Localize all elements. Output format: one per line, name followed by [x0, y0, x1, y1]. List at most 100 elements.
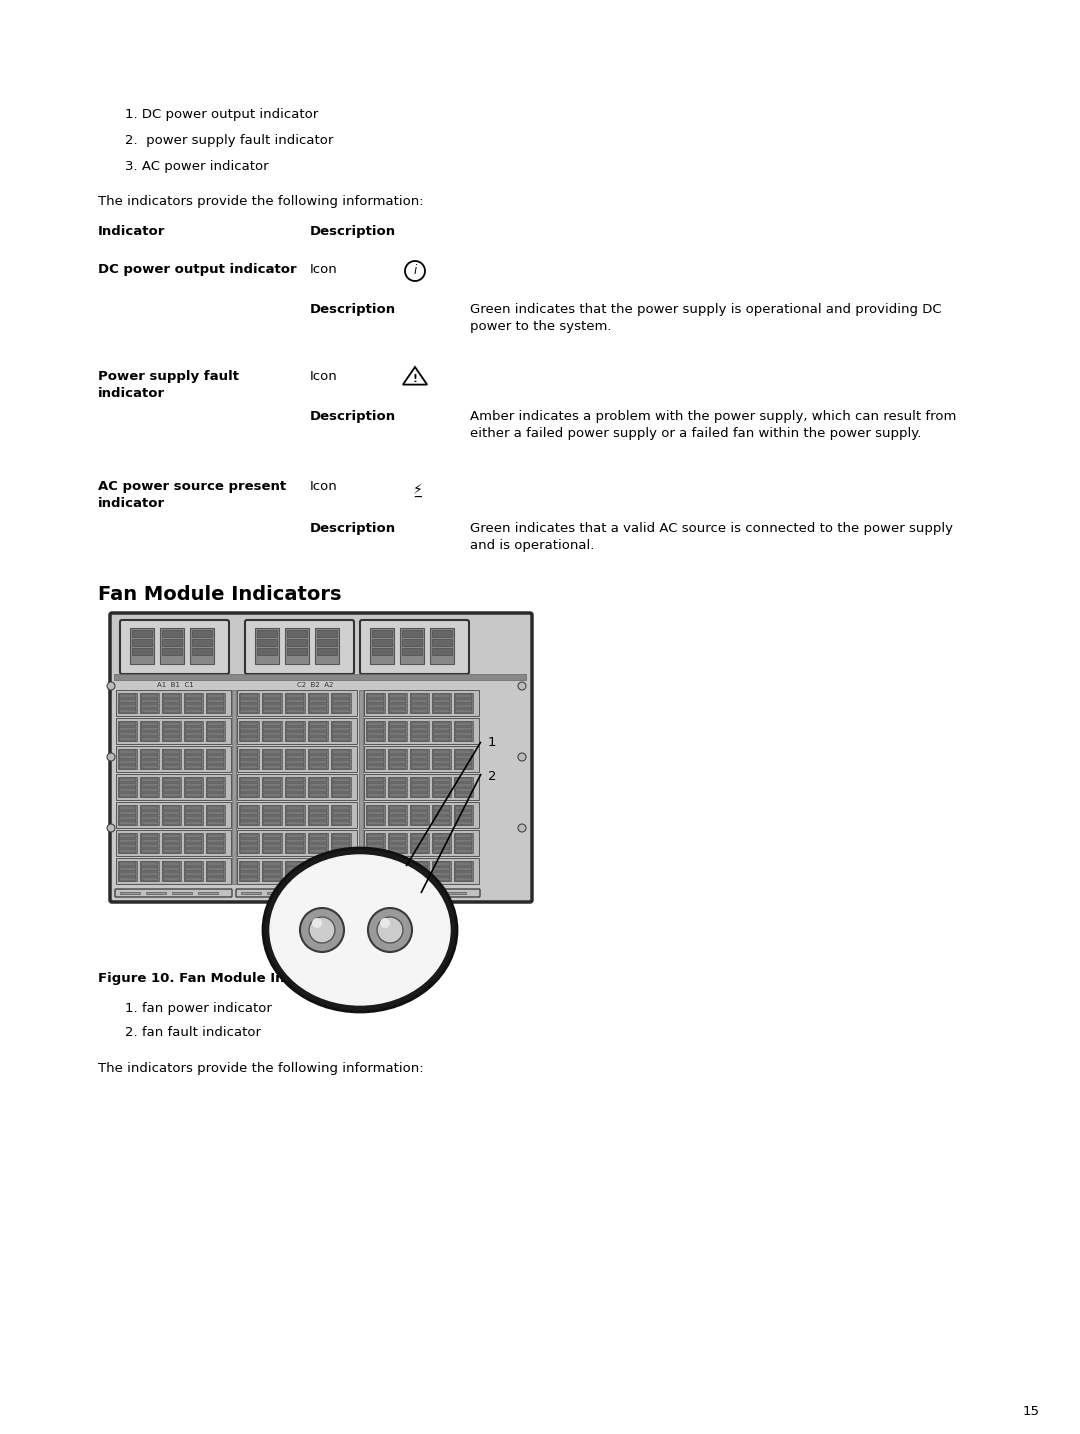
- Text: ⚡̲: ⚡̲: [414, 483, 423, 498]
- Text: 3. AC power indicator: 3. AC power indicator: [125, 161, 269, 174]
- Bar: [141, 812, 158, 815]
- Bar: [285, 628, 309, 664]
- Bar: [330, 693, 351, 713]
- Bar: [402, 648, 422, 655]
- Bar: [367, 704, 384, 708]
- Bar: [192, 630, 212, 637]
- Bar: [433, 839, 450, 843]
- Bar: [455, 806, 472, 810]
- Bar: [389, 708, 406, 713]
- Bar: [309, 783, 327, 787]
- Bar: [264, 760, 281, 764]
- Text: The indicators provide the following information:: The indicators provide the following inf…: [98, 1063, 423, 1076]
- Bar: [308, 804, 328, 825]
- Bar: [286, 783, 303, 787]
- Bar: [319, 892, 339, 893]
- Bar: [309, 779, 327, 782]
- Bar: [262, 833, 282, 853]
- Bar: [309, 822, 327, 825]
- Bar: [309, 878, 327, 880]
- Bar: [433, 760, 450, 764]
- Bar: [372, 640, 392, 645]
- Bar: [332, 737, 350, 741]
- Bar: [207, 878, 224, 880]
- Bar: [286, 750, 303, 754]
- Bar: [119, 845, 136, 847]
- Bar: [286, 704, 303, 708]
- Text: Green indicates that the power supply is operational and providing DC
power to t: Green indicates that the power supply is…: [470, 303, 942, 333]
- Bar: [185, 760, 202, 764]
- Bar: [411, 835, 428, 837]
- Bar: [454, 804, 473, 825]
- Bar: [163, 708, 180, 713]
- Bar: [160, 628, 184, 664]
- Circle shape: [380, 918, 390, 928]
- Text: Icon: Icon: [310, 370, 338, 383]
- Bar: [455, 845, 472, 847]
- Bar: [389, 839, 406, 843]
- Bar: [410, 777, 429, 797]
- Bar: [264, 704, 281, 708]
- Bar: [264, 878, 281, 880]
- Bar: [308, 721, 328, 741]
- Circle shape: [368, 908, 411, 952]
- Bar: [185, 878, 202, 880]
- Bar: [141, 731, 158, 736]
- Bar: [185, 835, 202, 837]
- Bar: [286, 845, 303, 847]
- Bar: [332, 845, 350, 847]
- Bar: [163, 816, 180, 820]
- Bar: [433, 764, 450, 769]
- Bar: [455, 698, 472, 703]
- Bar: [239, 833, 259, 853]
- Bar: [240, 727, 258, 731]
- Bar: [240, 721, 258, 726]
- Bar: [262, 693, 282, 713]
- Bar: [330, 833, 351, 853]
- Bar: [330, 721, 351, 741]
- Bar: [411, 694, 428, 698]
- Bar: [389, 845, 406, 847]
- Bar: [367, 793, 384, 797]
- Bar: [239, 860, 259, 880]
- Bar: [119, 731, 136, 736]
- Bar: [207, 727, 224, 731]
- Bar: [207, 806, 224, 810]
- Bar: [116, 774, 231, 800]
- Bar: [420, 892, 440, 893]
- Bar: [389, 793, 406, 797]
- Bar: [330, 777, 351, 797]
- Bar: [185, 872, 202, 876]
- Bar: [309, 789, 327, 792]
- Bar: [411, 760, 428, 764]
- Bar: [332, 779, 350, 782]
- Bar: [411, 872, 428, 876]
- Bar: [308, 833, 328, 853]
- Bar: [141, 789, 158, 792]
- Bar: [367, 737, 384, 741]
- Bar: [411, 806, 428, 810]
- Bar: [207, 793, 224, 797]
- Bar: [433, 694, 450, 698]
- Bar: [433, 737, 450, 741]
- Bar: [389, 727, 406, 731]
- Text: The indicators provide the following information:: The indicators provide the following inf…: [98, 195, 423, 208]
- Bar: [455, 816, 472, 820]
- Bar: [332, 754, 350, 759]
- Bar: [286, 835, 303, 837]
- Bar: [411, 750, 428, 754]
- Bar: [366, 804, 384, 825]
- Bar: [267, 892, 287, 893]
- Bar: [185, 727, 202, 731]
- Bar: [163, 764, 180, 769]
- Bar: [239, 749, 259, 769]
- Bar: [389, 816, 406, 820]
- Text: 1. DC power output indicator: 1. DC power output indicator: [125, 108, 319, 120]
- Bar: [162, 630, 183, 637]
- Bar: [207, 731, 224, 736]
- Bar: [455, 872, 472, 876]
- Bar: [119, 789, 136, 792]
- Bar: [120, 892, 140, 893]
- Bar: [237, 718, 357, 744]
- Bar: [207, 779, 224, 782]
